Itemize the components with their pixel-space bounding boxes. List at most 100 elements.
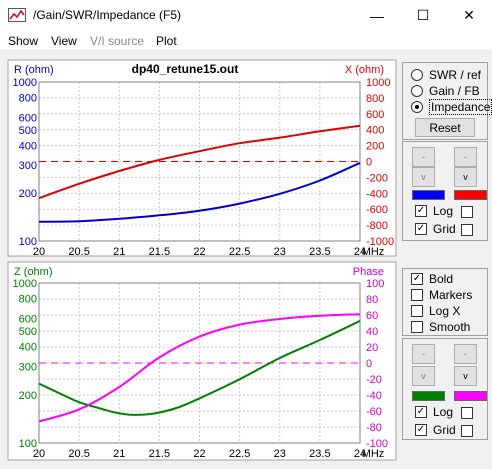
bottom-left-color-swatch[interactable] xyxy=(412,391,445,401)
top-x-unit: MHz xyxy=(362,246,385,258)
bottom-axis-panel: - - v v ✓ Log ✓ Grid xyxy=(402,338,488,440)
top-grid-checkbox[interactable]: ✓ Grid xyxy=(415,222,456,236)
option-bold-label: Bold xyxy=(429,272,454,286)
bottom-left-tick-600: 600 xyxy=(19,313,37,325)
top-left-tick-600: 600 xyxy=(19,112,37,124)
top-left-down-button[interactable]: v xyxy=(412,167,435,187)
radio-impedance-label: Impedance xyxy=(429,99,492,115)
maximize-button[interactable]: ☐ xyxy=(416,7,430,23)
bottom-left-up-button[interactable]: - xyxy=(412,344,435,364)
top-grid-check-icon[interactable]: ✓ xyxy=(415,223,427,235)
option-logx-check-icon[interactable] xyxy=(411,305,423,317)
reset-button[interactable]: Reset xyxy=(415,118,475,137)
option-smooth[interactable]: Smooth xyxy=(411,319,470,335)
bottom-x-tick-20.5: 20.5 xyxy=(68,448,89,460)
top-chart-frame xyxy=(7,59,397,257)
bottom-right-up-button[interactable]: - xyxy=(454,344,477,364)
bottom-grid-check-icon[interactable]: ✓ xyxy=(415,424,427,436)
option-logx[interactable]: Log X xyxy=(411,303,460,319)
top-right-tick-7: -400 xyxy=(366,188,388,200)
bottom-log-right-checkbox[interactable] xyxy=(461,407,473,419)
bottom-right-color-swatch[interactable] xyxy=(454,391,487,401)
top-log-right-checkbox[interactable] xyxy=(461,206,473,218)
top-x-tick-20.5: 20.5 xyxy=(68,246,89,258)
radio-swr-circle[interactable] xyxy=(411,69,423,81)
bottom-right-tick-0: 100 xyxy=(366,278,384,290)
option-smooth-check-icon[interactable] xyxy=(411,321,423,333)
top-right-tick-5: 0 xyxy=(366,157,372,169)
menu-plot[interactable]: Plot xyxy=(156,34,177,48)
top-x-tick-23.5: 23.5 xyxy=(309,246,330,258)
bottom-right-tick-9: -80 xyxy=(366,422,382,434)
bottom-left-tick-1000: 1000 xyxy=(13,278,37,290)
bottom-right-tick-5: 0 xyxy=(366,358,372,370)
bottom-left-axis-label: Z (ohm) xyxy=(14,266,53,278)
bottom-x-tick-23.5: 23.5 xyxy=(309,448,330,460)
option-bold[interactable]: ✓ Bold xyxy=(411,271,453,287)
radio-impedance[interactable]: Impedance xyxy=(411,99,492,115)
bottom-right-tick-2: 60 xyxy=(366,310,378,322)
top-right-tick-2: 600 xyxy=(366,109,384,121)
top-right-tick-6: -200 xyxy=(366,172,388,184)
top-log-label: Log xyxy=(433,204,454,218)
top-log-checkbox[interactable]: ✓ Log xyxy=(415,204,453,218)
top-series-x-ohm xyxy=(38,124,361,200)
bottom-left-down-button[interactable]: v xyxy=(412,366,435,386)
top-left-tick-800: 800 xyxy=(19,92,37,104)
top-right-tick-10: -1000 xyxy=(366,236,394,248)
bottom-chart-frame xyxy=(7,261,397,461)
top-right-up-button[interactable]: - xyxy=(454,147,477,167)
mode-panel: SWR / ref Gain / FB Impedance Reset xyxy=(402,62,492,140)
bottom-right-axis-label: Phase xyxy=(353,266,384,278)
bottom-right-tick-6: -20 xyxy=(366,374,382,386)
top-x-tick-20: 20 xyxy=(33,246,45,258)
menu-view[interactable]: View xyxy=(51,34,77,48)
top-right-axis-label: X (ohm) xyxy=(345,64,384,76)
top-log-check-icon[interactable]: ✓ xyxy=(415,205,427,217)
radio-impedance-circle[interactable] xyxy=(411,101,423,113)
top-left-tick-500: 500 xyxy=(19,125,37,137)
bottom-right-down-button[interactable]: v xyxy=(454,366,477,386)
option-markers-check-icon[interactable] xyxy=(411,289,423,301)
menu-vi-source[interactable]: V/I source xyxy=(90,34,145,48)
bottom-right-tick-8: -60 xyxy=(366,406,382,418)
top-right-tick-8: -600 xyxy=(366,204,388,216)
option-bold-check-icon[interactable]: ✓ xyxy=(411,273,423,285)
radio-swr[interactable]: SWR / ref xyxy=(411,67,481,83)
top-grid-right-checkbox[interactable] xyxy=(461,224,473,236)
bottom-left-tick-500: 500 xyxy=(19,326,37,338)
bottom-x-tick-20: 20 xyxy=(33,448,45,460)
top-x-tick-24: 24 xyxy=(354,246,366,258)
top-right-down-button[interactable]: v xyxy=(454,167,477,187)
menu-bar: Show View V/I source Plot xyxy=(0,31,492,51)
option-markers-label: Markers xyxy=(429,288,473,302)
bottom-log-check-icon[interactable]: ✓ xyxy=(415,406,427,418)
bottom-right-tick-7: -40 xyxy=(366,390,382,402)
minimize-button[interactable]: — xyxy=(370,7,384,24)
bottom-left-tick-800: 800 xyxy=(19,294,37,306)
radio-gain-circle[interactable] xyxy=(411,85,423,97)
option-logx-label: Log X xyxy=(429,304,461,318)
menu-show[interactable]: Show xyxy=(8,34,39,48)
bottom-grid-right-checkbox[interactable] xyxy=(461,425,473,437)
bottom-left-tick-100: 100 xyxy=(19,438,37,450)
top-left-up-button[interactable]: - xyxy=(412,147,435,167)
top-left-color-swatch[interactable] xyxy=(412,190,445,200)
bottom-series-phase xyxy=(38,313,361,423)
top-right-color-swatch[interactable] xyxy=(454,190,487,200)
bottom-log-label: Log xyxy=(433,405,454,419)
top-x-tick-21: 21 xyxy=(113,246,125,258)
top-left-tick-100: 100 xyxy=(19,236,37,248)
bottom-x-unit: MHz xyxy=(362,448,385,460)
bottom-right-tick-3: 40 xyxy=(366,326,378,338)
bottom-log-checkbox[interactable]: ✓ Log xyxy=(415,405,453,419)
top-x-tick-23: 23 xyxy=(274,246,286,258)
bottom-grid-checkbox[interactable]: ✓ Grid xyxy=(415,423,456,437)
option-markers[interactable]: Markers xyxy=(411,287,472,303)
radio-swr-label: SWR / ref xyxy=(429,68,482,82)
bottom-grid-label: Grid xyxy=(433,423,456,437)
option-smooth-label: Smooth xyxy=(429,320,471,334)
close-button[interactable]: ✕ xyxy=(463,7,475,23)
radio-gain-label: Gain / FB xyxy=(429,84,480,98)
radio-gain[interactable]: Gain / FB xyxy=(411,83,480,99)
